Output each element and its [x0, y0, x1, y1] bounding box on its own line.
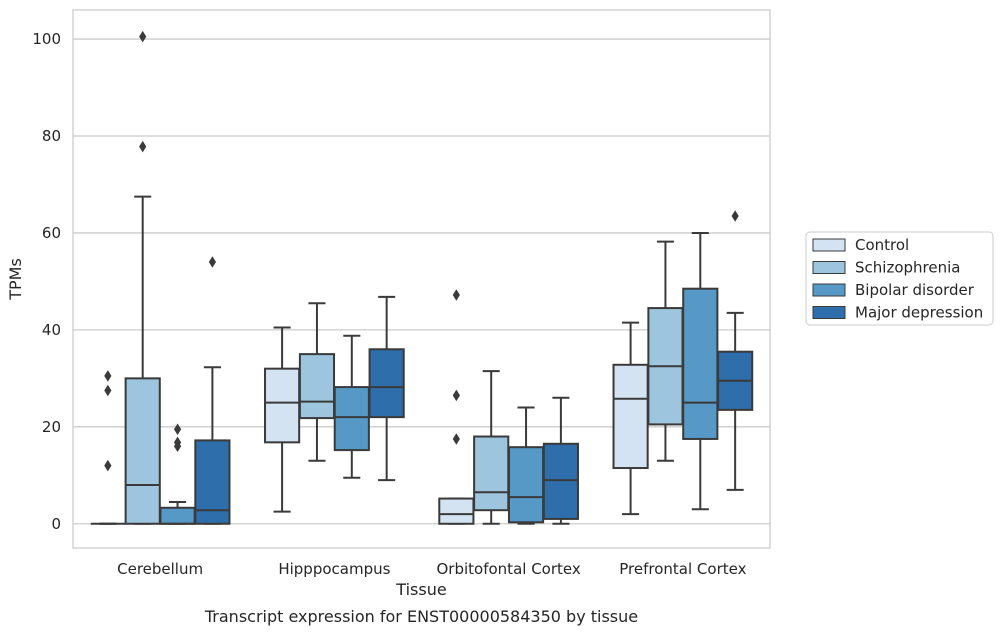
y-tick-label: 40 — [42, 321, 61, 339]
box-body — [507, 446, 545, 524]
category-group — [264, 295, 405, 513]
box-body — [612, 363, 649, 470]
outlier-point — [173, 423, 182, 436]
box-body — [159, 506, 196, 525]
y-tick-label: 0 — [51, 515, 61, 533]
box-groups — [90, 30, 754, 525]
legend-frame — [805, 231, 994, 326]
x-tick-label: Hipppocampus — [278, 560, 390, 578]
outlier-point — [208, 256, 216, 268]
legend-swatch — [812, 238, 846, 252]
y-tick-label: 80 — [42, 127, 61, 145]
legend-swatch — [812, 306, 846, 319]
y-tick-label: 100 — [32, 30, 61, 48]
outlier-point — [452, 289, 460, 301]
legend-swatch — [812, 283, 846, 297]
box-body — [194, 439, 231, 525]
outlier-point — [731, 210, 739, 222]
legend: Control Schizophrenia Bipolar disorder Majo… — [805, 231, 994, 326]
box — [507, 406, 545, 525]
box-body — [368, 348, 405, 419]
x-tick-label: Orbitofontal Cortex — [437, 560, 581, 578]
box — [612, 321, 649, 516]
y-axis-label: TPMs — [6, 258, 25, 301]
outlier-point — [139, 140, 147, 153]
category-group — [438, 289, 579, 525]
x-axis-ticks: Cerebellum Hipppocampus Orbitofontal Corte… — [117, 560, 746, 578]
category-group — [90, 30, 231, 525]
box — [717, 210, 754, 491]
box — [90, 370, 125, 525]
box — [159, 423, 196, 525]
x-tick-label: Cerebellum — [117, 560, 203, 578]
outlier-point — [104, 370, 112, 382]
box — [368, 295, 405, 482]
x-tick-label: Prefrontal Cortex — [619, 560, 746, 578]
box — [194, 256, 231, 525]
box-body — [682, 287, 719, 440]
legend-swatch — [812, 261, 846, 274]
outlier-point — [139, 30, 147, 43]
y-tick-label: 60 — [42, 224, 61, 242]
legend-label: Major depression — [855, 304, 983, 322]
chart-caption: Transcript expression for ENST0000058435… — [204, 607, 638, 626]
y-axis-ticks: 0 20 40 60 80 100 — [32, 30, 61, 533]
box-body — [264, 367, 301, 444]
outlier-point — [173, 436, 182, 449]
outlier-point — [452, 389, 460, 402]
box-body — [333, 386, 370, 452]
box — [542, 396, 579, 525]
y-tick-label: 20 — [42, 418, 61, 436]
plot-frame — [72, 9, 771, 549]
box-body — [438, 497, 475, 525]
box — [682, 231, 719, 511]
box-body — [542, 442, 579, 520]
box-body — [298, 353, 336, 420]
x-axis-label: Tissue — [395, 580, 446, 599]
legend-label: Schizophrenia — [855, 259, 960, 277]
box — [647, 240, 684, 462]
box-body — [124, 377, 161, 525]
outlier-point — [104, 384, 112, 397]
outlier-point — [452, 433, 460, 445]
outlier-point — [104, 459, 112, 472]
box — [124, 30, 161, 525]
plot-area — [73, 10, 770, 548]
box — [298, 302, 336, 462]
legend-label: Control — [855, 236, 909, 254]
category-group — [612, 210, 754, 516]
legend-label: Bipolar disorder — [855, 281, 975, 299]
box-body — [473, 435, 510, 512]
box — [473, 370, 510, 525]
box — [333, 334, 370, 479]
